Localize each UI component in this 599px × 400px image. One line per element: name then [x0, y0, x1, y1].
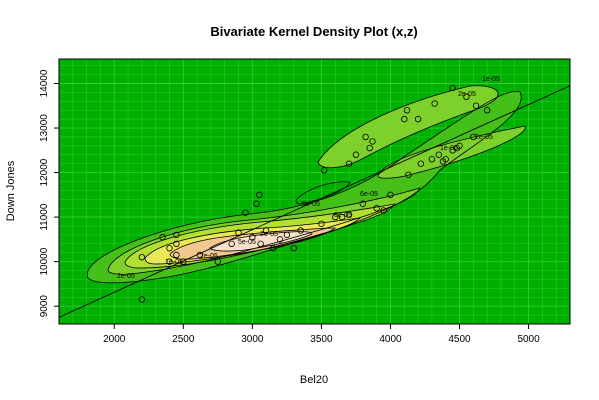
data-point: [253, 200, 260, 207]
data-point: [242, 209, 249, 216]
x-axis-label: Bel20: [300, 374, 328, 386]
data-point: [359, 200, 367, 207]
data-point: [345, 211, 353, 219]
y-tick-label: 11000: [39, 203, 50, 231]
data-point: [138, 253, 146, 261]
data-point: [290, 245, 297, 252]
contour-label: 1e-05: [165, 259, 183, 266]
data-point: [159, 233, 166, 241]
data-point: [369, 138, 376, 145]
y-axis: 9000 10000 11000 12000 13000 14000: [39, 69, 59, 317]
data-point: [228, 240, 235, 248]
contour-line-3: [124, 203, 396, 269]
data-point: [373, 205, 380, 212]
x-tick-label: 5000: [517, 334, 540, 345]
contour-line-5: [169, 227, 337, 260]
data-point: [405, 171, 412, 178]
y-tick-label: 13000: [39, 114, 50, 142]
plot-area: 1e-05 2e-05 2e-05 1e-05 8e-05 6e-05 5e-0…: [58, 58, 571, 325]
data-points: [138, 84, 491, 303]
data-point: [256, 191, 263, 199]
data-point: [435, 151, 442, 158]
contour-label: 2e-05: [117, 273, 135, 280]
data-point: [456, 142, 463, 150]
data-point: [362, 133, 369, 141]
data-point: [338, 213, 346, 221]
data-point: [431, 100, 438, 107]
y-tick-label: 14000: [39, 69, 50, 97]
data-point: [166, 245, 173, 252]
contour-label: 2e-05: [200, 253, 218, 260]
contour-label: 1e-05: [440, 145, 458, 152]
x-tick-label: 3500: [310, 334, 333, 345]
data-point: [442, 156, 449, 163]
data-point: [352, 151, 360, 158]
contour-labels: 1e-05 2e-05 2e-05 1e-05 8e-05 6e-05 5e-0…: [117, 76, 500, 280]
contour-label: 1e-05: [482, 76, 500, 83]
contour-label: 2e-05: [260, 231, 278, 238]
plot-border: [58, 58, 571, 325]
chart-title: Bivariate Kernel Density Plot (x,z): [210, 24, 417, 39]
data-point: [257, 240, 264, 248]
data-point: [345, 160, 353, 167]
x-tick-label: 2000: [103, 334, 126, 345]
contour-label: 2e-05: [475, 134, 493, 141]
data-point: [180, 258, 187, 265]
data-point: [387, 191, 394, 199]
contour-label: 5e-05: [302, 201, 320, 208]
contour-label: 2e-05: [458, 91, 476, 98]
density-level-2b: [378, 126, 526, 179]
data-point: [463, 93, 470, 101]
data-point: [483, 107, 491, 114]
data-point: [283, 231, 291, 239]
y-axis-label: Down Jones: [5, 160, 17, 221]
x-tick-label: 2500: [172, 334, 195, 345]
data-point: [472, 102, 480, 109]
data-point: [235, 229, 242, 236]
contour-line-2d: [295, 181, 351, 205]
data-point: [276, 236, 284, 243]
contour-line-2: [107, 187, 421, 275]
contour-label: 5e-05: [238, 239, 256, 246]
contour-label: 8e-05: [334, 212, 352, 219]
regression-line: [59, 85, 570, 318]
data-point: [380, 207, 387, 214]
contour-line-2b: [377, 125, 526, 179]
data-point: [318, 220, 325, 227]
y-tick-label: 9000: [39, 295, 50, 318]
data-point: [249, 233, 256, 241]
x-tick-label: 4500: [448, 334, 471, 345]
data-point: [366, 144, 373, 152]
data-point: [449, 84, 456, 92]
data-point: [269, 245, 277, 252]
data-point: [196, 251, 204, 259]
data-point: [173, 251, 180, 259]
y-tick-label: 10000: [39, 247, 50, 275]
data-point: [138, 296, 146, 303]
data-point: [320, 167, 328, 174]
data-point: [417, 160, 425, 167]
density-level-2c: [318, 85, 499, 168]
data-point: [214, 258, 222, 265]
contour-line-1: [86, 90, 522, 284]
data-point: [470, 133, 477, 141]
data-point: [166, 258, 173, 265]
data-point: [173, 231, 180, 239]
data-point: [414, 115, 422, 123]
data-point: [297, 227, 304, 234]
y-tick-label: 12000: [39, 158, 50, 186]
data-point: [403, 107, 411, 114]
data-point: [401, 115, 408, 123]
data-point: [262, 227, 270, 234]
x-tick-label: 4000: [379, 334, 402, 345]
x-axis: 2000 2500 3000 3500 4000 4500 5000: [103, 324, 540, 345]
data-point: [173, 240, 180, 248]
data-point: [428, 156, 436, 163]
contour-line-4: [144, 217, 362, 265]
contour-line-2c: [317, 85, 499, 169]
x-tick-label: 3000: [241, 334, 264, 345]
contour-label: 6e-05: [360, 191, 378, 198]
data-point: [332, 213, 339, 221]
